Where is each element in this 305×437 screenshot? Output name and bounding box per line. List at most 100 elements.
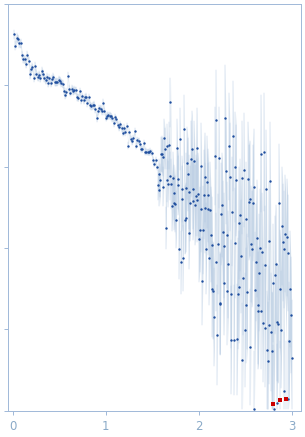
Point	[18, 40, 23, 47]
Point	[68, 89, 73, 96]
Point	[228, 336, 233, 343]
Point	[282, 246, 287, 253]
Point	[212, 152, 217, 159]
Point	[196, 236, 201, 243]
Point	[235, 290, 240, 297]
Point	[60, 80, 65, 87]
Point	[201, 191, 206, 198]
Point	[171, 199, 176, 206]
Point	[218, 299, 223, 306]
Point	[143, 148, 148, 155]
Point	[244, 302, 249, 309]
Point	[98, 105, 103, 112]
Point	[191, 186, 196, 193]
Point	[12, 31, 16, 38]
Point	[257, 245, 262, 252]
Point	[47, 75, 52, 82]
Point	[106, 112, 111, 119]
Point	[174, 145, 179, 152]
Point	[55, 78, 60, 85]
Point	[225, 288, 230, 295]
Point	[264, 347, 269, 354]
Point	[179, 195, 184, 202]
Point	[167, 173, 172, 180]
Point	[268, 177, 273, 184]
Point	[238, 212, 242, 218]
Point	[190, 198, 195, 205]
Point	[149, 149, 154, 156]
Point	[200, 226, 205, 233]
Point	[71, 87, 76, 94]
Point	[284, 234, 289, 241]
Point	[247, 195, 252, 202]
Point	[39, 68, 44, 75]
Point	[88, 102, 92, 109]
Point	[52, 79, 57, 86]
Point	[29, 65, 34, 72]
Point	[246, 199, 251, 206]
Point	[99, 108, 104, 115]
Point	[59, 79, 64, 86]
Point	[102, 108, 107, 115]
Point	[81, 97, 86, 104]
Point	[126, 142, 131, 149]
Point	[196, 191, 201, 198]
Point	[194, 145, 199, 152]
Point	[289, 355, 294, 362]
Point	[219, 211, 224, 218]
Point	[97, 105, 102, 112]
Point	[64, 89, 69, 96]
Point	[141, 139, 146, 146]
Point	[69, 85, 74, 92]
Point	[158, 177, 163, 184]
Point	[180, 186, 185, 193]
Point	[130, 138, 135, 145]
Point	[147, 149, 152, 156]
Point	[228, 173, 232, 180]
Point	[216, 240, 221, 247]
Point	[124, 122, 129, 129]
Point	[209, 242, 214, 249]
Point	[242, 326, 247, 333]
Point	[273, 261, 278, 268]
Point	[215, 332, 220, 339]
Point	[208, 231, 213, 238]
Point	[138, 141, 142, 148]
Point	[186, 229, 191, 236]
Point	[120, 129, 125, 136]
Point	[284, 395, 289, 402]
Point	[23, 60, 28, 67]
Point	[202, 174, 207, 181]
Point	[187, 189, 192, 196]
Point	[236, 220, 241, 227]
Point	[250, 200, 255, 207]
Point	[22, 56, 27, 63]
Point	[123, 129, 128, 136]
Point	[110, 115, 115, 122]
Point	[43, 77, 48, 84]
Point	[111, 120, 116, 127]
Point	[151, 156, 156, 163]
Point	[128, 135, 133, 142]
Point	[205, 206, 210, 213]
Point	[174, 216, 178, 223]
Point	[217, 301, 222, 308]
Point	[184, 184, 189, 191]
Point	[175, 182, 180, 189]
Point	[155, 181, 160, 188]
Point	[253, 287, 258, 294]
Point	[256, 307, 261, 314]
Point	[261, 319, 266, 326]
Point	[243, 215, 248, 222]
Point	[30, 64, 35, 71]
Point	[136, 138, 141, 145]
Point	[134, 142, 138, 149]
Point	[46, 80, 51, 87]
Point	[266, 238, 271, 245]
Point	[233, 163, 238, 170]
Point	[252, 406, 257, 413]
Point	[178, 135, 182, 142]
Point	[161, 183, 166, 190]
Point	[254, 235, 259, 242]
Point	[204, 245, 209, 252]
